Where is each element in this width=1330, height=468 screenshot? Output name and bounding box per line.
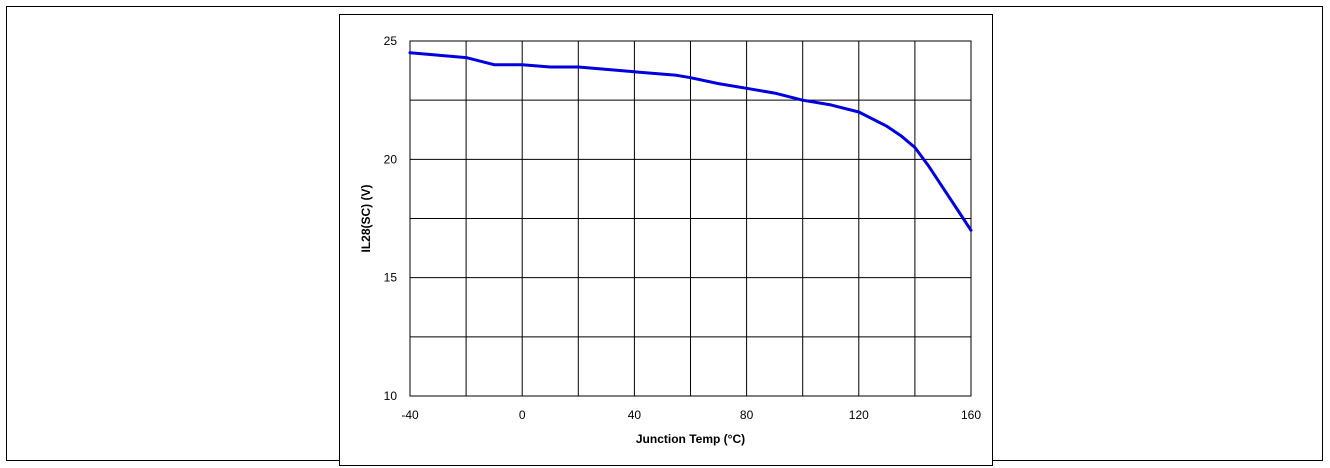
series-layer [408, 51, 973, 232]
x-tick-label: 120 [849, 408, 869, 422]
series-line-0 [408, 51, 973, 232]
x-axis-title: Junction Temp (°C) [636, 432, 745, 446]
chart-frame [339, 14, 993, 466]
x-tick-label: 0 [519, 408, 526, 422]
y-tick-labels: 10 15 20 25 [384, 34, 398, 403]
y-tick-label: 10 [384, 389, 398, 403]
y-tick-label: 20 [384, 152, 398, 166]
x-tick-label: -40 [401, 408, 419, 422]
y-tick-label: 15 [384, 271, 398, 285]
x-tick-label: 40 [628, 408, 642, 422]
x-tick-label: 160 [961, 408, 981, 422]
y-axis-title: IL28(SC) (V) [359, 184, 373, 252]
plot-area-border [409, 40, 972, 397]
x-tick-labels: -40 0 40 80 120 160 [401, 408, 981, 422]
y-tick-label: 25 [384, 34, 398, 48]
x-tick-label: 80 [740, 408, 754, 422]
grid [409, 40, 972, 397]
